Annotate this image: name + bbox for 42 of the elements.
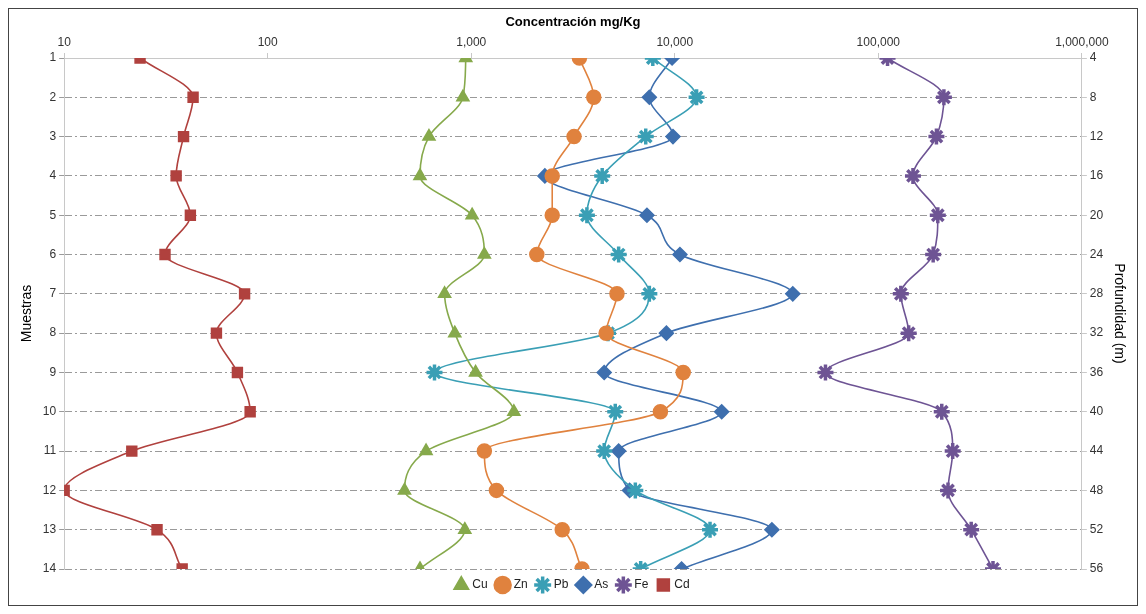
y-tick-label: 7 (49, 286, 57, 301)
y2-axis-title: Profundidad (m) (1111, 263, 1128, 364)
y2-tick-label: 4 (1089, 50, 1097, 65)
x-tick-label: 10,000 (656, 35, 694, 50)
y2-tick-label: 20 (1089, 207, 1104, 222)
x-axis-title: Concentración mg/Kg (505, 14, 641, 30)
y-tick-label: 9 (49, 364, 57, 379)
y2-tick-label: 8 (1089, 89, 1097, 104)
legend-label: Pb (553, 577, 569, 592)
y2-tick-label: 36 (1089, 364, 1104, 379)
y2-tick-label: 44 (1089, 443, 1104, 458)
y2-tick-label: 24 (1089, 246, 1104, 261)
x-tick-label: 100,000 (856, 35, 901, 50)
y-tick-label: 11 (43, 443, 57, 458)
y2-tick-label: 16 (1089, 168, 1104, 183)
y-tick-label: 14 (42, 561, 57, 576)
y-tick-label: 2 (49, 89, 57, 104)
y-tick-label: 8 (49, 325, 57, 340)
y-tick-label: 13 (42, 522, 57, 536)
y2-tick-label: 32 (1089, 325, 1104, 340)
y-tick-label: 5 (49, 207, 57, 222)
legend-label: Cu (472, 577, 488, 592)
y2-tick-label: 28 (1089, 286, 1104, 301)
x-tick-label: 1,000,000 (1055, 35, 1109, 50)
legend-label: Cd (674, 577, 690, 592)
y2-tick-label: 52 (1089, 522, 1104, 536)
y-tick-label: 4 (49, 168, 57, 183)
y-tick-label: 6 (49, 246, 57, 261)
y-tick-label: 10 (42, 404, 57, 419)
y2-tick-label: 40 (1089, 404, 1104, 419)
y2-tick-label: 48 (1089, 482, 1104, 497)
legend-label: Zn (513, 577, 528, 592)
x-tick-label: 100 (257, 35, 279, 50)
y-axis-title: Muestras (18, 284, 35, 343)
y-tick-label: 1 (49, 50, 57, 65)
x-tick-label: 1,000 (456, 35, 487, 50)
legend-label: As (594, 577, 609, 592)
y2-tick-label: 12 (1089, 128, 1104, 143)
y-tick-label: 3 (49, 128, 57, 143)
legend-label: Fe (634, 577, 649, 592)
y2-tick-label: 56 (1089, 561, 1104, 576)
y-tick-label: 12 (42, 482, 57, 497)
